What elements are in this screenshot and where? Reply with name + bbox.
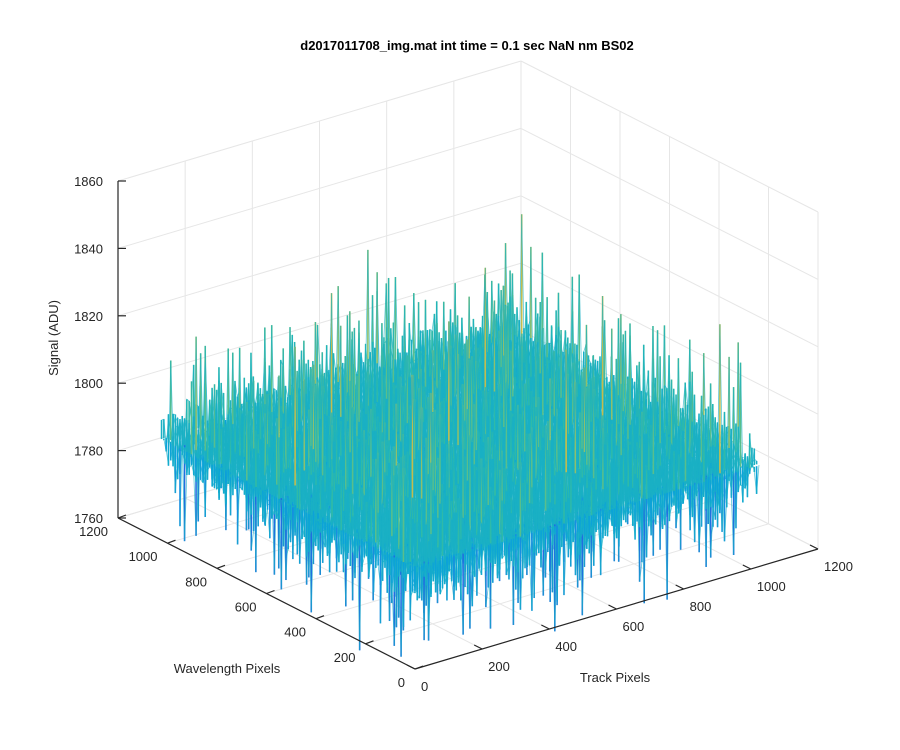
grid-line xyxy=(365,523,769,645)
surface-mesh xyxy=(160,214,760,657)
